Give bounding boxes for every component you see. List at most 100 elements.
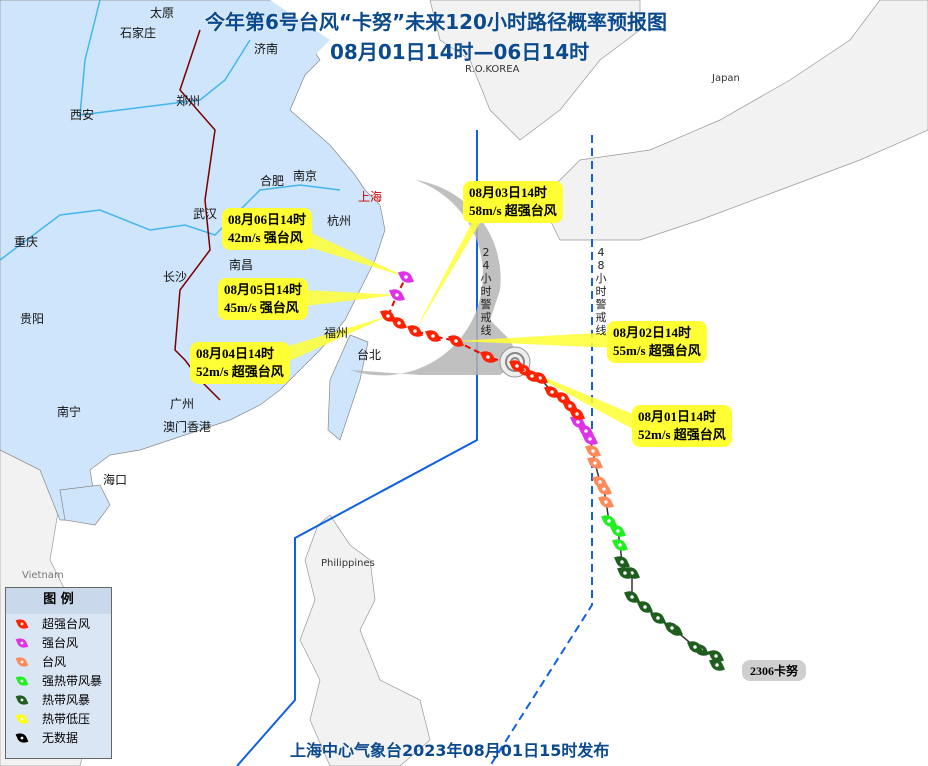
- forecast-pointer: [456, 332, 615, 348]
- forecast-label: 08月03日14时 58m/s 超强台风: [463, 181, 563, 223]
- legend-item: 台风: [6, 652, 111, 671]
- typhoon-symbol-icon: [650, 612, 666, 624]
- china-land: [0, 0, 386, 521]
- forecast-pointer: [517, 366, 640, 433]
- city-label: 长沙: [163, 270, 188, 284]
- forecast-track-line: [386, 276, 518, 367]
- country-label-vietnam: Vietnam: [22, 570, 64, 581]
- typhoon-name-tag: 2306卡努: [742, 660, 807, 681]
- taiwan-land: [327, 334, 369, 441]
- legend-label: 热带低压: [42, 712, 91, 726]
- city-label: 太原: [150, 6, 175, 20]
- city-label: 南京: [293, 169, 318, 183]
- forecast-pointer: [305, 290, 397, 306]
- philippines-land: [299, 514, 431, 766]
- country-label-korea: R.O.KOREA: [465, 64, 520, 75]
- typhoon-symbol-icon: [708, 650, 724, 662]
- city-label: 台北: [357, 348, 382, 362]
- typhoon-symbol-icon: [610, 525, 626, 537]
- typhoon-symbol-icon: [398, 271, 414, 283]
- issue-footer: 上海中心气象台2023年08月01日15时发布: [290, 741, 610, 760]
- legend-label: 台风: [42, 655, 67, 669]
- typhoon-symbol-icon: [598, 496, 614, 508]
- city-label: 重庆: [14, 235, 39, 249]
- typhoon-symbol-icon: [15, 675, 29, 686]
- legend-label: 无数据: [42, 731, 79, 745]
- legend-item: 热带风暴: [6, 690, 111, 709]
- typhoon-symbol-icon: [687, 641, 703, 653]
- korea-japan-land: [429, 0, 641, 141]
- warning-line-48h: [489, 135, 593, 766]
- legend-item: 超强台风: [6, 614, 111, 633]
- typhoon-symbol-icon: [15, 656, 29, 667]
- typhoon-symbol-icon: [612, 539, 628, 551]
- typhoon-symbol-icon: [544, 386, 560, 398]
- typhoon-symbol-icon: [480, 351, 496, 363]
- legend-item: 强热带风暴: [6, 671, 111, 690]
- typhoon-symbol-icon: [15, 713, 29, 724]
- typhoon-symbol-icon: [709, 659, 725, 671]
- typhoon-symbol-icon: [578, 425, 594, 437]
- legend: 图 例 超强台风强台风台风强热带风暴热带风暴热带低压无数据: [5, 587, 112, 759]
- forecast-pointer: [285, 316, 388, 363]
- yangtze-river: [0, 184, 341, 261]
- probability-cone: [350, 180, 520, 376]
- typhoon-symbol-icon: [637, 601, 653, 613]
- typhoon-symbol-icon: [614, 556, 630, 568]
- legend-title: 图 例: [6, 588, 111, 614]
- legend-label: 强台风: [42, 636, 79, 650]
- typhoon-symbol-icon: [407, 325, 423, 337]
- legend-label: 强热带风暴: [42, 674, 103, 688]
- yellow-river: [79, 0, 251, 116]
- city-label: 西安: [70, 108, 95, 122]
- typhoon-symbol-icon: [509, 360, 525, 372]
- city-label: 贵阳: [20, 312, 45, 326]
- hainan-land: [59, 484, 111, 526]
- city-label: 合肥: [260, 174, 285, 188]
- city-label: 杭州: [327, 214, 352, 228]
- city-label: 上海: [358, 190, 383, 204]
- legend-label: 热带风暴: [42, 693, 91, 707]
- warning-label-48h: 48小时警戒线: [595, 246, 607, 337]
- city-label: 福州: [324, 326, 349, 340]
- typhoon-symbol-icon: [15, 637, 29, 648]
- country-label-japan: Japan: [712, 73, 740, 84]
- warning-label-24h: 24小时警戒线: [480, 246, 492, 337]
- forecast-label: 08月05日14时 45m/s 强台风: [218, 278, 309, 320]
- city-label: 石家庄: [120, 26, 157, 40]
- typhoon-symbol-icon: [624, 591, 640, 603]
- map-subtitle: 08月01日14时—06日14时: [330, 40, 590, 64]
- city-label: 南宁: [57, 405, 82, 419]
- typhoon-symbol-icon: [601, 515, 617, 527]
- forecast-label: 08月04日14时 52m/s 超强台风: [190, 342, 290, 384]
- forecast-pointer: [415, 207, 480, 331]
- typhoon-symbol-icon: [389, 289, 405, 301]
- typhoon-symbol-icon: [15, 618, 29, 629]
- city-label: 澳门香港: [163, 420, 212, 434]
- city-label: 郑州: [176, 94, 201, 108]
- typhoon-symbol-icon: [15, 694, 29, 705]
- typhoon-symbol-icon: [425, 330, 441, 342]
- shandong-land: [250, 0, 330, 80]
- city-label: 武汉: [193, 207, 218, 221]
- forecast-label: 08月02日14时 55m/s 超强台风: [607, 321, 707, 363]
- country-label-philippines: Philippines: [321, 558, 375, 569]
- city-label: 济南: [254, 42, 279, 56]
- legend-item: 强台风: [6, 633, 111, 652]
- legend-item: 热带低压: [6, 709, 111, 728]
- city-label: 广州: [170, 397, 195, 411]
- forecast-label: 08月06日14时 42m/s 强台风: [222, 208, 313, 250]
- city-label: 海口: [103, 473, 128, 487]
- typhoon-symbol-icon: [664, 622, 680, 634]
- typhoon-symbol-icon: [617, 567, 633, 579]
- map-title: 今年第6号台风“卡努”未来120小时路径概率预报图: [205, 10, 667, 34]
- typhoon-symbol-icon: [15, 732, 29, 743]
- legend-label: 超强台风: [42, 617, 91, 631]
- forecast-pointer: [305, 230, 406, 277]
- typhoon-symbol-icon: [448, 335, 464, 347]
- typhoon-symbol-icon: [587, 457, 603, 469]
- legend-item: 无数据: [6, 728, 111, 747]
- forecast-label: 08月01日14时 52m/s 超强台风: [632, 405, 732, 447]
- typhoon-symbol-icon: [380, 310, 396, 322]
